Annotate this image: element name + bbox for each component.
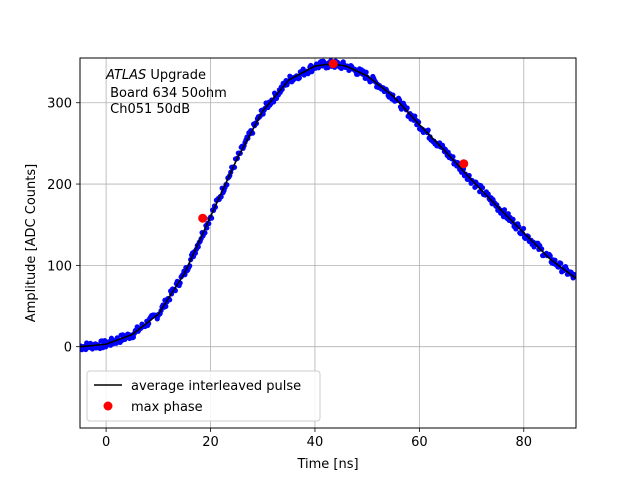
atlas-annotation: ATLAS Upgrade Board 634 50ohm Ch051 50dB — [105, 68, 227, 117]
y-axis-label: Amplitude [ADC Counts] — [24, 164, 39, 322]
y-tick-label: 0 — [64, 341, 72, 356]
x-tick-label: 40 — [307, 435, 324, 450]
legend-marker-swatch — [103, 401, 113, 411]
sample-point — [558, 260, 564, 266]
sample-point — [279, 86, 285, 92]
axes-frame — [79, 57, 577, 429]
legend: average interleaved pulse max phase — [86, 370, 321, 422]
sample-point — [296, 75, 302, 81]
x-tick-label: 60 — [411, 435, 428, 450]
y-tick-label: 100 — [47, 259, 72, 274]
x-tick-label: 20 — [202, 435, 219, 450]
sample-point — [363, 69, 369, 75]
max-phase-marker — [459, 159, 469, 169]
plot-area — [80, 58, 576, 353]
board-label: Board 634 50ohm — [106, 86, 227, 101]
legend-box — [86, 370, 321, 422]
y-axis-ticks: 0 100 200 300 — [47, 97, 80, 356]
x-tick-label: 0 — [102, 435, 110, 450]
svg-text:ATLAS Upgrade: ATLAS Upgrade — [105, 68, 206, 83]
y-tick-label: 200 — [47, 178, 72, 193]
max-phase-marker — [198, 213, 208, 223]
legend-label-average: average interleaved pulse — [131, 379, 301, 394]
x-axis-ticks: 0 20 40 60 80 — [102, 428, 532, 450]
upgrade-label: Upgrade — [146, 68, 206, 83]
x-tick-label: 80 — [516, 435, 533, 450]
legend-label-max-phase: max phase — [131, 400, 203, 415]
sample-point — [516, 223, 522, 230]
x-axis-label: Time [ns] — [296, 457, 358, 472]
atlas-label: ATLAS — [105, 68, 146, 83]
channel-label: Ch051 50dB — [106, 102, 190, 117]
max-phase-marker — [328, 59, 338, 69]
y-tick-label: 300 — [47, 97, 72, 112]
sample-point — [520, 225, 527, 232]
